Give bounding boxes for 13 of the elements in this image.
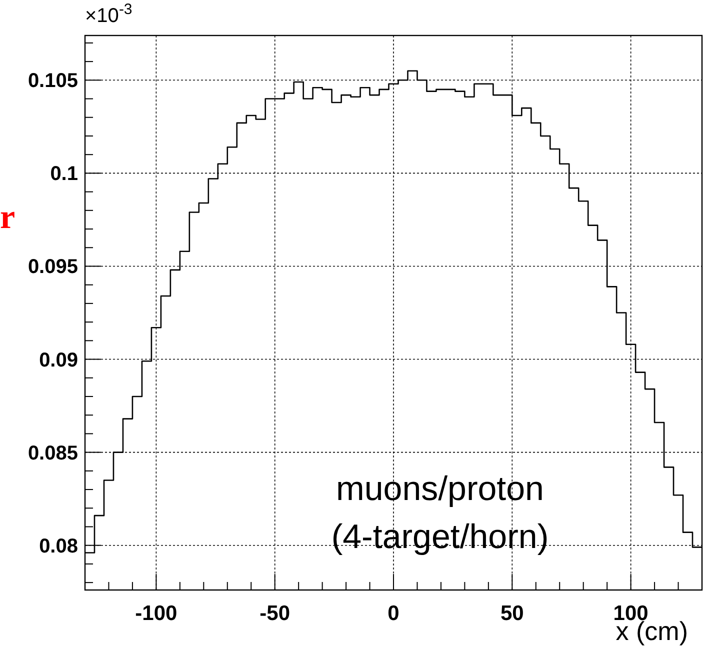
- y-tick-label: 0.09: [39, 349, 78, 372]
- y-tick-label: 0.1: [50, 163, 78, 186]
- text: ×10$^{-3}$: [85, 0, 132, 27]
- x-tick-label: 0: [388, 602, 400, 625]
- y-tick-label: 0.095: [28, 256, 78, 278]
- y-tick-label: 0.105: [28, 70, 78, 92]
- text: r: [0, 199, 16, 236]
- x-tick-label: -50: [260, 602, 290, 625]
- x-tick-label: -100: [135, 602, 178, 625]
- x-tick-label: 50: [500, 602, 524, 625]
- annotation: muons/proton (4-target/horn): [331, 470, 549, 556]
- y-tick-label: 0.085: [28, 442, 78, 464]
- y-tick-label: 0.08: [39, 535, 78, 558]
